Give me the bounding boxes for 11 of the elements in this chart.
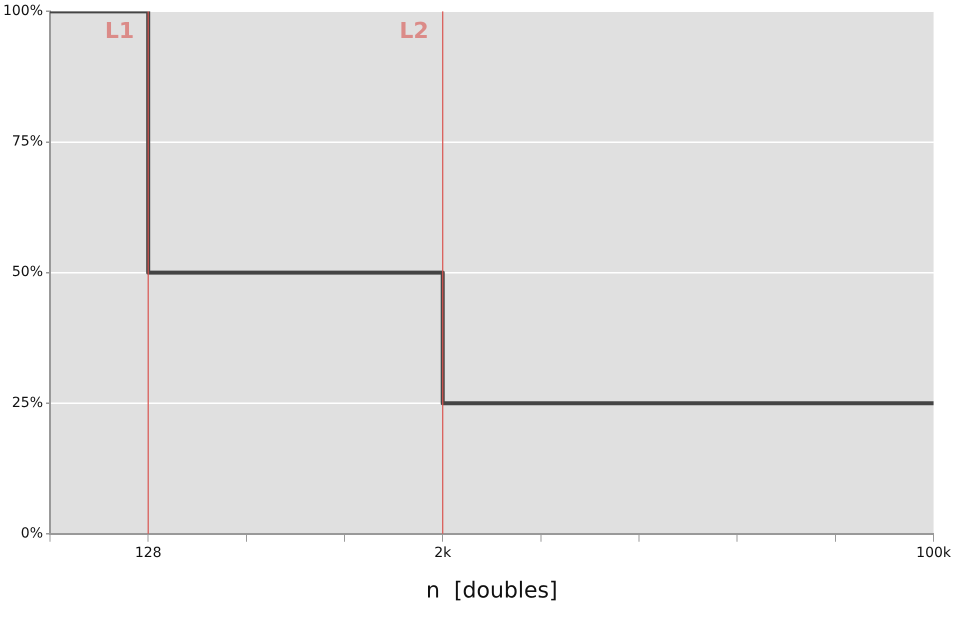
y-tick-label: 100% xyxy=(2,3,44,20)
x-tick-label: 100k xyxy=(916,544,952,561)
y-tick-label: 75% xyxy=(12,134,44,150)
y-tick-label: 0% xyxy=(20,525,44,542)
ref-line-label: L2 xyxy=(399,19,429,44)
x-tick-label: 2k xyxy=(434,544,452,561)
x-axis-title: n [doubles] xyxy=(426,578,558,604)
x-tick-label: 128 xyxy=(134,544,162,561)
y-tick-label: 50% xyxy=(12,264,44,280)
y-tick-label: 25% xyxy=(12,394,44,411)
ref-line-label: L1 xyxy=(104,19,134,44)
